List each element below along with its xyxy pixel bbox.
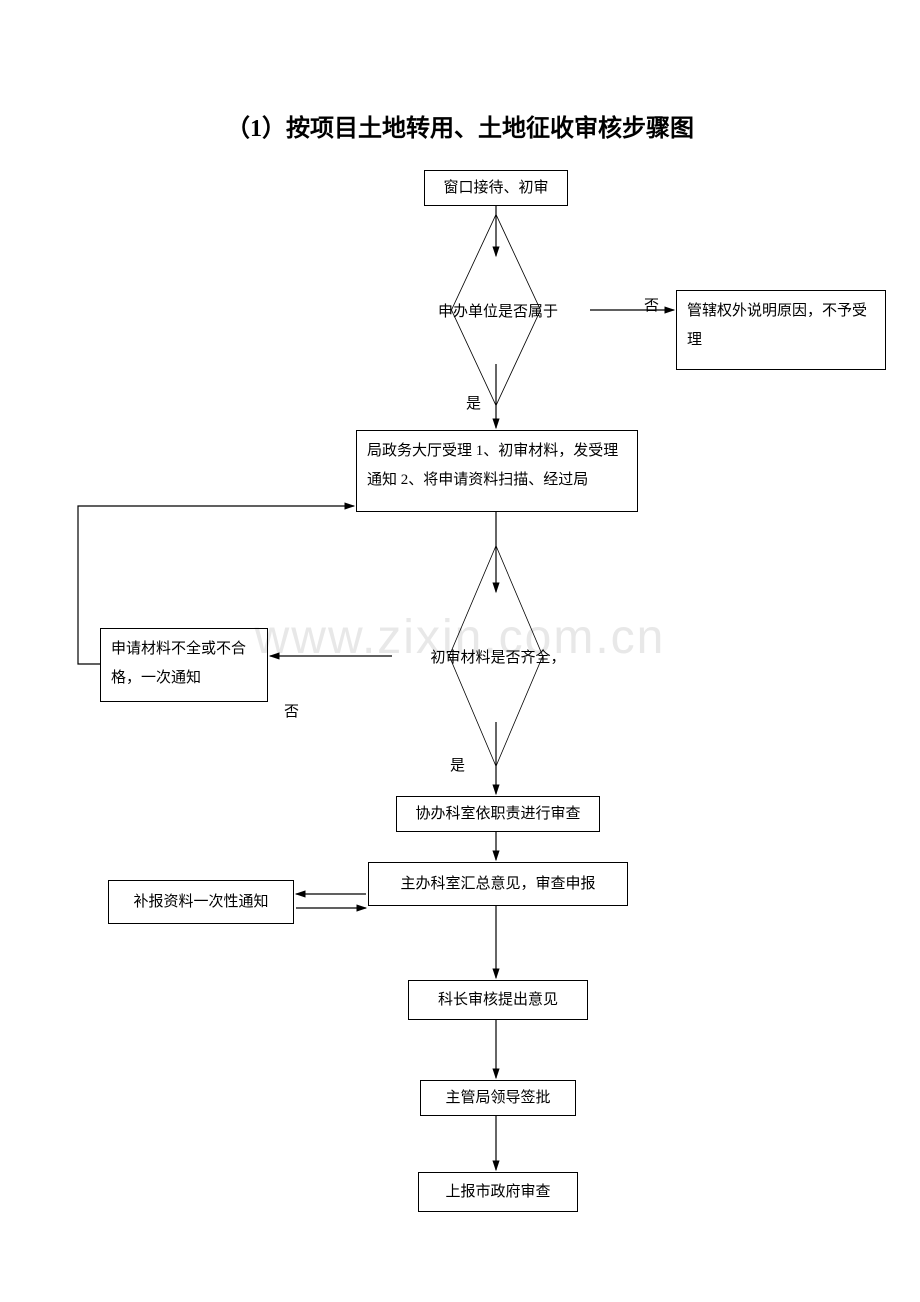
node-label: 上报市政府审查 [445,1178,550,1207]
node-label: 窗口接待、初审 [443,174,548,203]
node-reception: 窗口接待、初审 [424,170,568,206]
node-incomplete-materials: 申请材料不全或不合格，一次通知 [100,628,268,702]
node-hall-accept: 局政务大厅受理 1、初审材料，发受理通知 2、将申请资料扫描、经过局 [356,430,638,512]
edge-label-yes-1: 是 [466,392,481,413]
node-label: 主管局领导签批 [445,1084,550,1113]
edge-label-yes-2: 是 [450,754,465,775]
edge-label-no-2: 否 [284,700,299,721]
node-label: 补报资料一次性通知 [133,888,268,917]
edge-label-no-1: 否 [644,294,659,315]
decision-jurisdiction-label: 申办单位是否属于 [418,300,578,321]
node-label: 主办科室汇总意见，审查申报 [400,870,595,899]
decision-materials-label: 初审材料是否齐全， [408,646,588,667]
node-label: 协办科室依职责进行审查 [415,800,580,829]
node-label: 管辖权外说明原因，不予受理 [687,297,875,354]
node-label: 申请材料不全或不合格，一次通知 [111,635,257,692]
node-leader-approve: 主管局领导签批 [420,1080,576,1116]
node-label: 局政务大厅受理 1、初审材料，发受理通知 2、将申请资料扫描、经过局 [367,437,627,494]
node-supplement-notice: 补报资料一次性通知 [108,880,294,924]
page-title: （1）按项目土地转用、土地征收审核步骤图 [0,108,920,143]
node-label: 科长审核提出意见 [438,986,558,1015]
node-main-summary: 主办科室汇总意见，审查申报 [368,862,628,906]
node-out-jurisdiction: 管辖权外说明原因，不予受理 [676,290,886,370]
node-assist-review: 协办科室依职责进行审查 [396,796,600,832]
node-report-gov: 上报市政府审查 [418,1172,578,1212]
node-chief-review: 科长审核提出意见 [408,980,588,1020]
